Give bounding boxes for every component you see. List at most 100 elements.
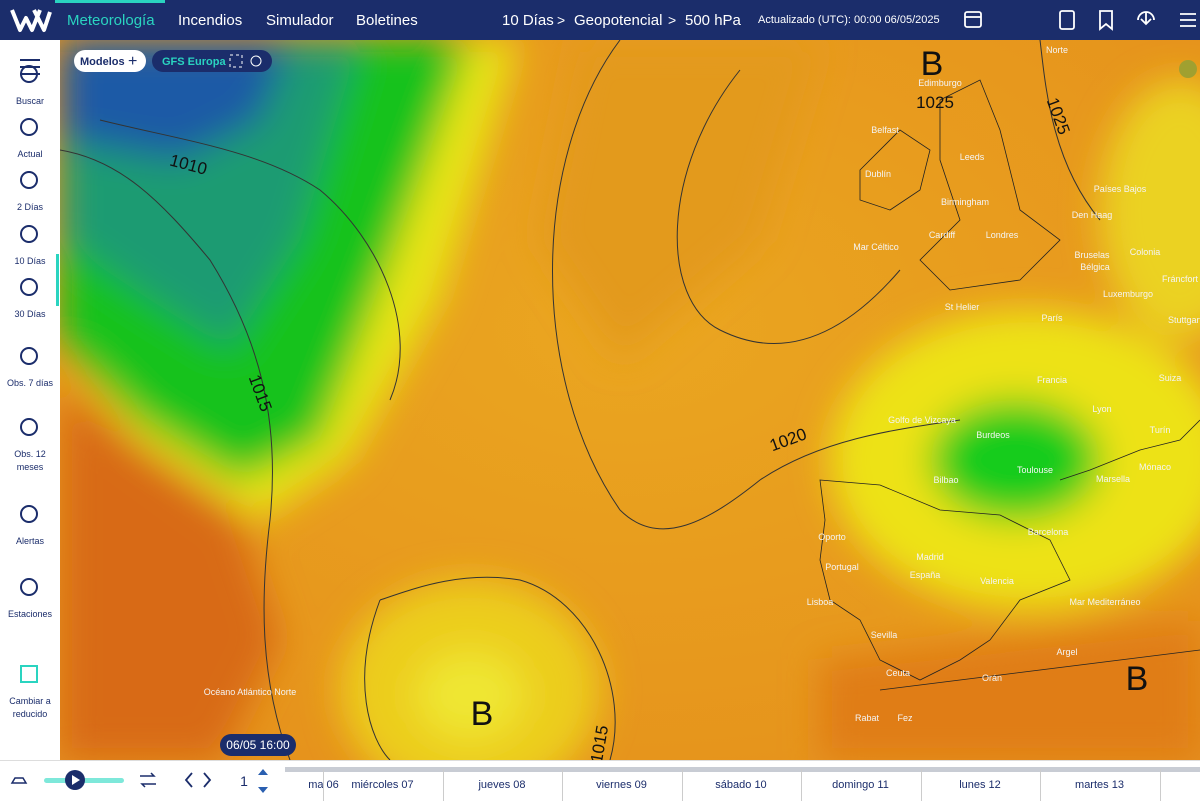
step-value: 1 [240,773,248,789]
loop-icon[interactable] [140,773,156,787]
map-label: Marsella [1096,474,1130,484]
day-label[interactable]: miércoles 07 [323,779,442,791]
map-label: Toulouse [1017,465,1053,475]
separator: > [557,12,565,28]
weather-map[interactable]: EdimburgoBelfastLeedsDublínBirminghamCar… [60,40,1200,760]
sidebar-item[interactable]: 10 Días [0,255,60,268]
map-label: Dublín [865,169,891,179]
map-label: Valencia [980,576,1014,586]
map-label: Luxemburgo [1103,289,1153,299]
breadcrumb[interactable]: 10 Días [502,12,554,29]
nav-tab[interactable]: Meteorología [67,12,155,29]
sidebar-icon [20,578,38,596]
map-label: Bruselas [1074,250,1110,260]
map-label: París [1041,313,1063,323]
map-label: Cardiff [929,230,956,240]
map-label: Lyon [1092,404,1111,414]
header-icons [960,0,1200,40]
sidebar: Buscar Actual 2 Días 10 Días 30 Días Obs. 7 d… [0,40,60,760]
models-button-label[interactable]: Modelos [80,56,125,68]
map-label: Leeds [960,152,985,162]
map-label: Suiza [1159,373,1182,383]
map-label: Londres [986,230,1019,240]
top-bar: Meteorología Incendios Simulador Boletin… [0,0,1200,40]
day-label[interactable]: domingo 11 [801,779,920,791]
sidebar-icon [20,347,38,365]
map-label: Golfo de Vizcaya [888,415,956,425]
map-label: Sevilla [871,630,898,640]
sidebar-item[interactable]: 2 Días [0,201,60,214]
model-name[interactable]: GFS Europa [162,56,226,68]
sidebar-item[interactable]: Actual [0,148,60,161]
map-label: Fez [897,713,913,723]
sidebar-item[interactable]: Alertas [0,535,60,548]
sidebar-icon [20,225,38,243]
pressure-center: B [921,45,944,83]
map-label: Orán [982,673,1002,683]
report-icon[interactable] [1060,11,1074,29]
logo[interactable] [6,0,56,40]
bookmark-icon[interactable] [1100,11,1112,29]
download-icon[interactable] [1138,12,1154,24]
sidebar-item[interactable]: Obs. 7 días [0,377,60,390]
map-label: Den Haag [1072,210,1113,220]
add-icon[interactable]: + [128,53,137,70]
playback-controls: 1 [0,761,280,801]
day-separator [1040,769,1041,801]
day-label[interactable]: martes 13 [1040,779,1159,791]
updated-time: Actualizado (UTC): 00:00 06/05/2025 [758,14,940,26]
map-label: Turín [1150,425,1171,435]
day-label[interactable]: jueves 08 [443,779,562,791]
sidebar-item[interactable]: 30 Días [0,308,60,321]
nav-tab[interactable]: Simulador [266,12,334,29]
step-arrows[interactable] [186,773,210,787]
day-separator [921,769,922,801]
pressure-center: B [471,695,494,733]
sidebar-icon [20,418,38,436]
day-separator [801,769,802,801]
breadcrumb[interactable]: 500 hPa [685,12,741,29]
map-label: Burdeos [976,430,1010,440]
sidebar-icon [20,505,38,523]
day-separator [562,769,563,801]
map-label: Mónaco [1139,462,1171,472]
map-label: Países Bajos [1094,184,1147,194]
day-separator [443,769,444,801]
map-label: Fráncfort [1162,274,1199,284]
nav-tab[interactable]: Incendios [178,12,242,29]
map-label: Océano Atlántico Norte [204,687,297,697]
map-label: Colonia [1130,247,1161,257]
sidebar-item[interactable]: Estaciones [0,608,60,621]
timeline-track [285,767,1200,772]
map-label: Oporto [818,532,846,542]
day-label[interactable]: viernes 09 [562,779,681,791]
calendar-icon[interactable] [965,12,981,27]
map-label: Lisboa [807,597,834,607]
sidebar-icon [20,278,38,296]
map-label: Rabat [855,713,880,723]
sidebar-icon [20,65,38,83]
day-separator [1160,769,1161,801]
map-label: St Helier [945,302,980,312]
day-label[interactable]: sábado 10 [682,779,801,791]
map-label: Mar Mediterráneo [1069,597,1140,607]
map-marker [1179,60,1197,78]
map-label: Belfast [871,125,899,135]
map-label: Madrid [916,552,944,562]
sidebar-item[interactable]: Obs. 12 meses [0,448,60,474]
day-label[interactable]: lunes 12 [921,779,1040,791]
pressure-center: B [1126,660,1149,698]
map-label: España [910,570,941,580]
sidebar-item[interactable]: Cambiar a reducido [0,695,60,721]
slow-icon[interactable] [12,778,26,783]
day-label[interactable]: mi [1160,779,1200,791]
day-separator [323,769,324,801]
map-label: Stuttgart [1168,315,1200,325]
breadcrumb[interactable]: Geopotencial [574,12,662,29]
settings-icon[interactable] [1180,14,1196,26]
sidebar-item[interactable]: Buscar [0,95,60,108]
nav-tab[interactable]: Boletines [356,12,418,29]
map-label: Barcelona [1028,527,1069,537]
map-label: Norte [1046,45,1068,55]
